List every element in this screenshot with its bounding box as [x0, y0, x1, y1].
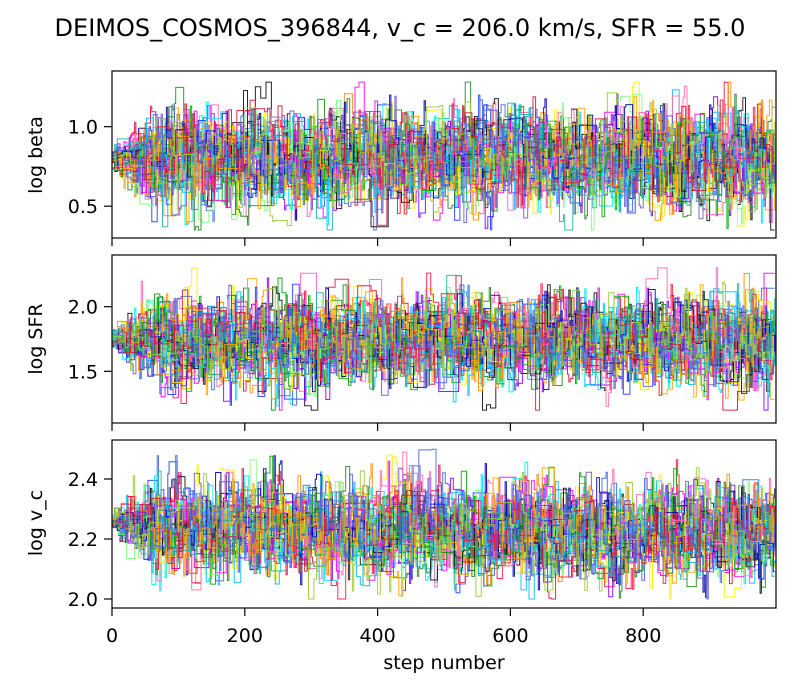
walker-trace-34 [112, 284, 775, 392]
y-tick-label: 2.2 [68, 529, 98, 551]
x-tick-label: 400 [359, 625, 395, 647]
walker-trace-6 [112, 291, 776, 411]
panel-log-beta: log beta 0.5 1.0 [25, 70, 777, 246]
panel-frame [111, 439, 777, 609]
y-tick-label: 1.5 [68, 361, 98, 383]
plot-area-log-sfr: 1.5 2.0 [68, 254, 777, 431]
walker-trace-39 [112, 295, 775, 391]
x-tick-label: 0 [106, 625, 118, 647]
y-tick-label: 1.0 [68, 117, 98, 139]
x-tick-label: 600 [492, 625, 528, 647]
walker-trace-36 [112, 467, 775, 597]
walker-trace-35 [112, 109, 776, 220]
y-axis-label-log-beta: log beta [25, 116, 47, 194]
y-axis-label-log-sfr: log SFR [25, 303, 47, 374]
y-tick-label: 2.4 [68, 469, 98, 491]
x-tick-label: 800 [625, 625, 661, 647]
x-tick-label: 200 [227, 625, 263, 647]
y-tick-label: 2.0 [68, 297, 98, 319]
y-tick-label: 0.5 [68, 196, 98, 218]
walker-trace-38 [112, 468, 776, 600]
walker-trace-28 [112, 456, 776, 600]
panel-frame [111, 254, 777, 424]
plot-area-log-beta: 0.5 1.0 [68, 70, 777, 246]
plot-area-log-vc: 2.0 2.2 2.4 0 200 400 600 800 [68, 439, 777, 647]
figure-title: DEIMOS_COSMOS_396844, v_c = 206.0 km/s, … [55, 14, 746, 42]
walker-trace-37 [112, 274, 776, 388]
panel-log-sfr: log SFR 1.5 2.0 [25, 254, 777, 431]
walker-trace-40 [112, 105, 776, 226]
walker-trace-39 [112, 455, 776, 577]
walker-trace-40 [112, 281, 775, 397]
y-tick-label: 2.0 [68, 589, 98, 611]
x-axis-label: step number [383, 652, 504, 674]
panel-frame [111, 70, 777, 239]
walker-trace-22 [112, 479, 775, 579]
y-axis-label-log-vc: log v_c [25, 490, 47, 556]
walker-trace-40 [112, 470, 775, 600]
panel-log-vc: log v_c 2.0 2.2 2.4 0 200 400 600 800 [25, 439, 777, 647]
walker-trace-33 [112, 85, 775, 217]
